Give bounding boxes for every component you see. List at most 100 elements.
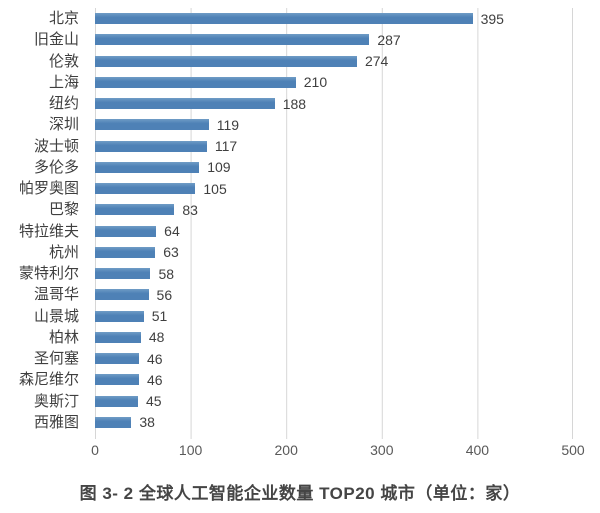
bar (95, 310, 144, 322)
bar-row: 伦敦 274 (0, 50, 600, 72)
x-axis-ticks (95, 433, 573, 439)
value-label: 83 (182, 201, 198, 218)
bar-row: 蒙特利尔 58 (0, 263, 600, 285)
value-label: 210 (303, 74, 328, 91)
value-label: 109 (207, 159, 231, 176)
bar-chart: 北京 395 旧金山 287 伦敦 274 上海 210 纽约 188 深圳 119 波士顿 117 多伦多… (0, 8, 600, 460)
chart-rows: 北京 395 旧金山 287 伦敦 274 上海 210 纽约 188 深圳 119 波士顿 117 多伦多… (0, 8, 600, 433)
value-label: 38 (139, 414, 155, 431)
category-label: 帕罗奥图 (18, 180, 79, 198)
bar-row: 柏林 48 (0, 326, 600, 348)
bar-track: 109 (95, 156, 573, 178)
category-label: 特拉维夫 (18, 222, 79, 240)
value-label: 46 (146, 350, 163, 367)
category-label: 深圳 (48, 116, 79, 134)
axis-spacer (0, 442, 95, 460)
bar-row: 波士顿 117 (0, 135, 600, 157)
bar (95, 13, 473, 25)
value-label: 395 (480, 10, 504, 27)
bar-row: 特拉维夫 64 (0, 220, 600, 242)
category-label: 温哥华 (33, 286, 79, 304)
bar (95, 140, 207, 152)
bar-row: 多伦多 109 (0, 156, 600, 178)
bar-row: 森尼维尔 46 (0, 369, 600, 391)
category-label: 波士顿 (33, 137, 79, 155)
bar (95, 204, 175, 216)
value-label: 45 (146, 393, 162, 410)
bar-row: 巴黎 83 (0, 199, 600, 221)
bar-track: 63 (95, 241, 573, 263)
bar (95, 34, 370, 46)
bar-track: 188 (95, 93, 573, 115)
x-tick-label: 300 (370, 442, 394, 458)
bar-row: 山景城 51 (0, 305, 600, 327)
x-tick-label: 500 (561, 442, 585, 458)
bar-row: 北京 395 (0, 8, 600, 30)
x-tick-label: 100 (178, 442, 203, 458)
bar-track: 287 (95, 29, 573, 51)
figure-caption: 图 3- 2 全球人工智能企业数量 TOP20 城市（单位：家） (79, 484, 521, 503)
bar-track: 45 (95, 390, 573, 412)
bar-row: 纽约 188 (0, 93, 600, 115)
bar-track: 210 (95, 71, 573, 93)
value-label: 58 (158, 265, 175, 282)
category-label: 蒙特利尔 (18, 265, 79, 283)
category-label: 山景城 (33, 307, 79, 325)
category-label: 杭州 (48, 243, 79, 261)
bar-track: 274 (95, 50, 573, 72)
bar-row: 旧金山 287 (0, 29, 600, 51)
bar-track: 105 (95, 178, 573, 200)
value-label: 117 (214, 138, 238, 155)
value-label: 63 (163, 244, 179, 261)
bar (95, 98, 275, 110)
bar-row: 西雅图 38 (0, 411, 600, 433)
category-label: 上海 (48, 73, 79, 91)
value-label: 287 (377, 31, 401, 48)
bar-row: 杭州 63 (0, 241, 600, 263)
bar (95, 289, 149, 301)
x-tick-label: 200 (274, 442, 298, 458)
bar-track: 64 (95, 220, 573, 242)
x-tick-label: 0 (91, 442, 99, 458)
category-label: 森尼维尔 (18, 371, 79, 389)
x-axis-label-row: 0 100 200 300 400 500 (0, 442, 600, 460)
bar-row: 上海 210 (0, 71, 600, 93)
category-label: 纽约 (48, 95, 79, 113)
category-label: 北京 (48, 10, 79, 28)
value-label: 46 (146, 371, 163, 388)
bar-row: 圣何塞 46 (0, 348, 600, 370)
bar-row: 温哥华 56 (0, 284, 600, 306)
value-label: 105 (203, 180, 227, 197)
bar (95, 268, 151, 280)
bar-track: 56 (95, 284, 573, 306)
bar-track: 46 (95, 348, 573, 370)
bar (95, 76, 296, 88)
bar-track: 51 (95, 305, 573, 327)
x-axis (0, 433, 600, 439)
bar (95, 246, 156, 258)
bar (95, 395, 139, 407)
x-tick-label: 400 (465, 442, 490, 458)
bar-track: 83 (95, 199, 573, 221)
bar-track: 395 (95, 8, 573, 30)
category-label: 柏林 (48, 328, 79, 346)
category-label: 西雅图 (33, 413, 79, 431)
bar-row: 帕罗奥图 105 (0, 178, 600, 200)
bar-track: 46 (95, 369, 573, 391)
category-label: 奥斯汀 (33, 392, 79, 410)
bar (95, 374, 139, 386)
category-label: 多伦多 (33, 158, 79, 176)
value-label: 274 (364, 53, 389, 70)
value-label: 51 (151, 308, 168, 325)
bar (95, 331, 141, 343)
value-label: 48 (148, 329, 165, 346)
bar (95, 119, 209, 131)
category-label: 圣何塞 (33, 350, 79, 368)
bar-row: 深圳 119 (0, 114, 600, 136)
bar (95, 353, 139, 365)
bar (95, 161, 200, 173)
value-label: 56 (156, 286, 173, 303)
bar (95, 225, 157, 237)
bar-track: 119 (95, 114, 573, 136)
